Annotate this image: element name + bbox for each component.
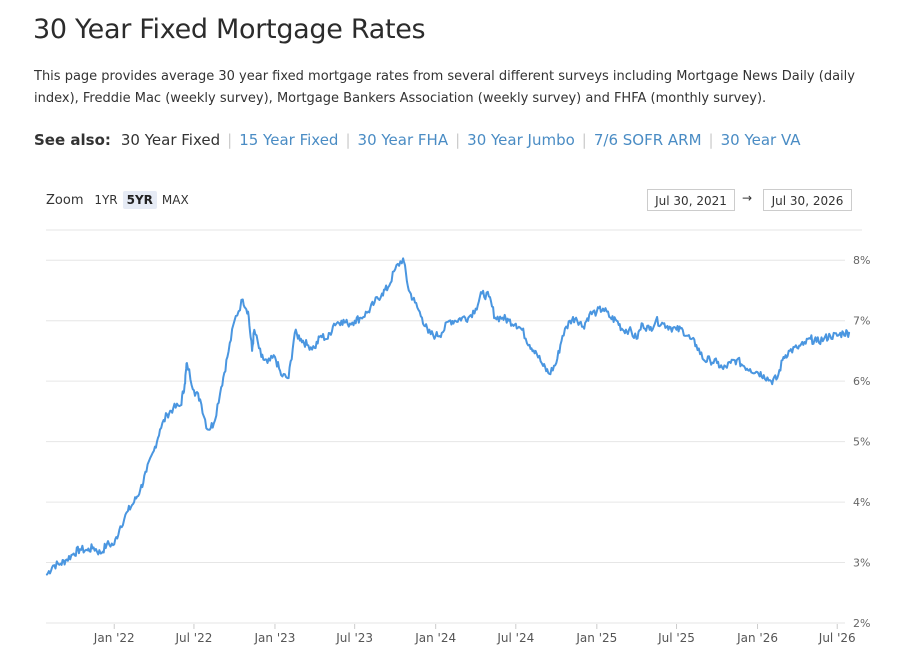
zoom-1yr-button[interactable]: 1YR [94,193,118,207]
zoom-max-button[interactable]: MAX [161,193,189,207]
y-axis-labels: 2% 3% 4% 5% 6% 7% 8% [853,254,870,630]
y-tick-label: 8% [853,254,870,267]
separator: | [227,131,233,149]
x-axis-labels: Jan '22 Jul '22 Jan '23 Jul '23 Jan '24 Jul '… [93,624,856,645]
x-tick-label: Jul '26 [818,631,856,645]
see-also-30-year-fha-link[interactable]: 30 Year FHA [357,131,449,149]
x-tick-label: Jan '22 [93,631,135,645]
x-tick-label: Jul '23 [335,631,373,645]
rate-series-line[interactable] [45,257,851,576]
see-also-30-year-jumbo-link[interactable]: 30 Year Jumbo [467,131,575,149]
zoom-controls: Zoom 1YR 5YR MAX [46,191,194,209]
range-to-input[interactable]: Jul 30, 2026 [763,189,852,211]
separator: | [345,131,351,149]
x-tick-label: Jan '26 [736,631,778,645]
y-tick-label: 5% [853,436,870,449]
x-tick-label: Jul '24 [496,631,534,645]
see-also-nav: See also: 30 Year Fixed | 15 Year Fixed | 30 … [34,131,801,149]
separator: | [708,131,714,149]
range-arrow: → [742,191,753,205]
y-tick-label: 7% [853,315,870,328]
x-tick-label: Jul '22 [175,631,213,645]
x-tick-label: Jan '23 [254,631,296,645]
see-also-sofr-arm-link[interactable]: 7/6 SOFR ARM [593,131,702,149]
y-tick-label: 3% [853,557,870,570]
y-tick-label: 6% [853,375,870,388]
x-tick-label: Jan '25 [575,631,617,645]
grid-lines [46,229,862,624]
separator: | [581,131,587,149]
see-also-label: See also: [34,131,111,149]
y-tick-label: 4% [853,496,870,509]
y-tick-label: 2% [853,617,870,630]
see-also-15-year-fixed-link[interactable]: 15 Year Fixed [239,131,339,149]
page-description: This page provides average 30 year fixed… [34,69,855,106]
page-title: 30 Year Fixed Mortgage Rates [33,14,426,45]
zoom-label: Zoom [46,193,84,208]
see-also-30-year-va-link[interactable]: 30 Year VA [720,131,801,149]
separator: | [455,131,461,149]
x-tick-label: Jan '24 [414,631,456,645]
see-also-30-year-fixed: 30 Year Fixed [120,131,221,149]
range-from-input[interactable]: Jul 30, 2021 [647,189,735,211]
zoom-5yr-button[interactable]: 5YR [122,191,157,209]
x-tick-label: Jul '25 [657,631,695,645]
